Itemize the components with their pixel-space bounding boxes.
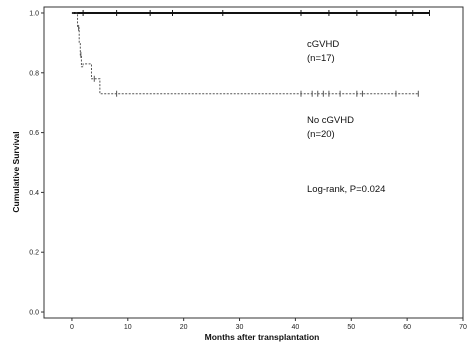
y-tick-label-0: 0.0 xyxy=(29,310,39,317)
x-tick-label-0: 0 xyxy=(70,324,74,331)
y-tick-label-1: 1.0 xyxy=(29,10,39,17)
x-axis-title: Months after transplantation xyxy=(205,332,320,342)
x-tick-label-40: 40 xyxy=(292,324,300,331)
series-label-no-cgvhd-line1: No cGVHD xyxy=(307,115,354,126)
axes-layer: 0 10 20 30 40 50 60 70 0.0 0.2 0.4 0.6 0.8 1.0 xyxy=(29,6,467,331)
y-tick-label-0-8: 0.8 xyxy=(29,70,39,77)
y-tick-label-0-6: 0.6 xyxy=(29,130,39,137)
series-label-cgvhd-line2: (n=17) xyxy=(307,53,335,64)
x-tick-label-10: 10 xyxy=(124,324,132,331)
series-label-no-cgvhd-line2: (n=20) xyxy=(307,129,335,140)
series-layer xyxy=(71,9,430,97)
y-tick-label-0-4: 0.4 xyxy=(29,190,39,197)
x-tick-label-30: 30 xyxy=(236,324,244,331)
y-tick-label-0-2: 0.2 xyxy=(29,250,39,257)
plot-frame xyxy=(43,6,464,319)
series-label-cgvhd-line1: cGVHD xyxy=(307,39,339,50)
x-tick-label-50: 50 xyxy=(347,324,355,331)
y-axis-title: Cumulative Survival xyxy=(11,131,21,212)
x-tick-label-70: 70 xyxy=(459,324,467,331)
x-tick-label-60: 60 xyxy=(403,324,411,331)
log-rank-annotation: Log-rank, P=0.024 xyxy=(307,184,385,195)
x-tick-label-20: 20 xyxy=(180,324,188,331)
